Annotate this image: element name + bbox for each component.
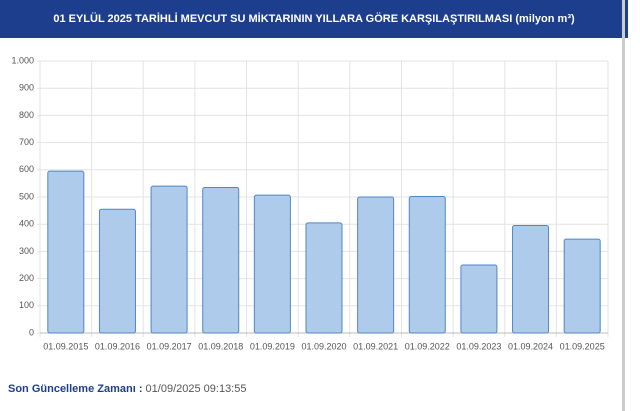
x-tick-label: 01.09.2022 xyxy=(405,341,450,351)
x-tick-label: 01.09.2024 xyxy=(508,341,553,351)
y-tick-label: 0 xyxy=(29,327,34,337)
bar xyxy=(563,238,601,334)
y-tick-label: 600 xyxy=(19,164,34,174)
bar xyxy=(47,170,85,334)
y-tick-label: 700 xyxy=(19,137,34,147)
x-tick-label: 01.09.2020 xyxy=(301,341,346,351)
x-tick-label: 01.09.2021 xyxy=(353,341,398,351)
y-tick-label: 900 xyxy=(19,83,34,93)
bar xyxy=(357,196,395,334)
bar xyxy=(512,225,550,334)
y-tick-label: 800 xyxy=(19,110,34,120)
x-tick-label: 01.09.2018 xyxy=(198,341,243,351)
bar xyxy=(408,195,446,334)
bar xyxy=(460,264,498,334)
x-tick-label: 01.09.2023 xyxy=(456,341,501,351)
y-tick-label: 300 xyxy=(19,246,34,256)
x-tick-label: 01.09.2025 xyxy=(560,341,605,351)
y-tick-label: 500 xyxy=(19,191,34,201)
chart: 0 100 200 300 400 500 600 700 800 900 1.000 01.09.2… xyxy=(11,55,609,351)
bar xyxy=(202,186,240,334)
chart-title: 01 EYLÜL 2025 TARİHLİ MEVCUT SU MİKTARIN… xyxy=(0,0,628,38)
x-tick-label: 01.09.2017 xyxy=(147,341,192,351)
y-tick-label: 1.000 xyxy=(11,55,34,65)
bar xyxy=(150,185,188,334)
y-tick-label: 400 xyxy=(19,219,34,229)
scroll-edge xyxy=(622,0,625,411)
y-tick-label: 100 xyxy=(19,300,34,310)
x-tick-label: 01.09.2019 xyxy=(250,341,295,351)
update-label: Son Güncelleme Zamanı : xyxy=(8,383,143,395)
x-tick-label: 01.09.2015 xyxy=(43,341,88,351)
update-info: Son Güncelleme Zamanı : 01/09/2025 09:13… xyxy=(8,383,246,395)
y-tick-label: 200 xyxy=(19,273,34,283)
x-tick-label: 01.09.2016 xyxy=(95,341,140,351)
bar xyxy=(305,222,343,334)
bar xyxy=(98,208,136,334)
bar xyxy=(253,194,291,334)
update-time: 01/09/2025 09:13:55 xyxy=(145,383,247,395)
